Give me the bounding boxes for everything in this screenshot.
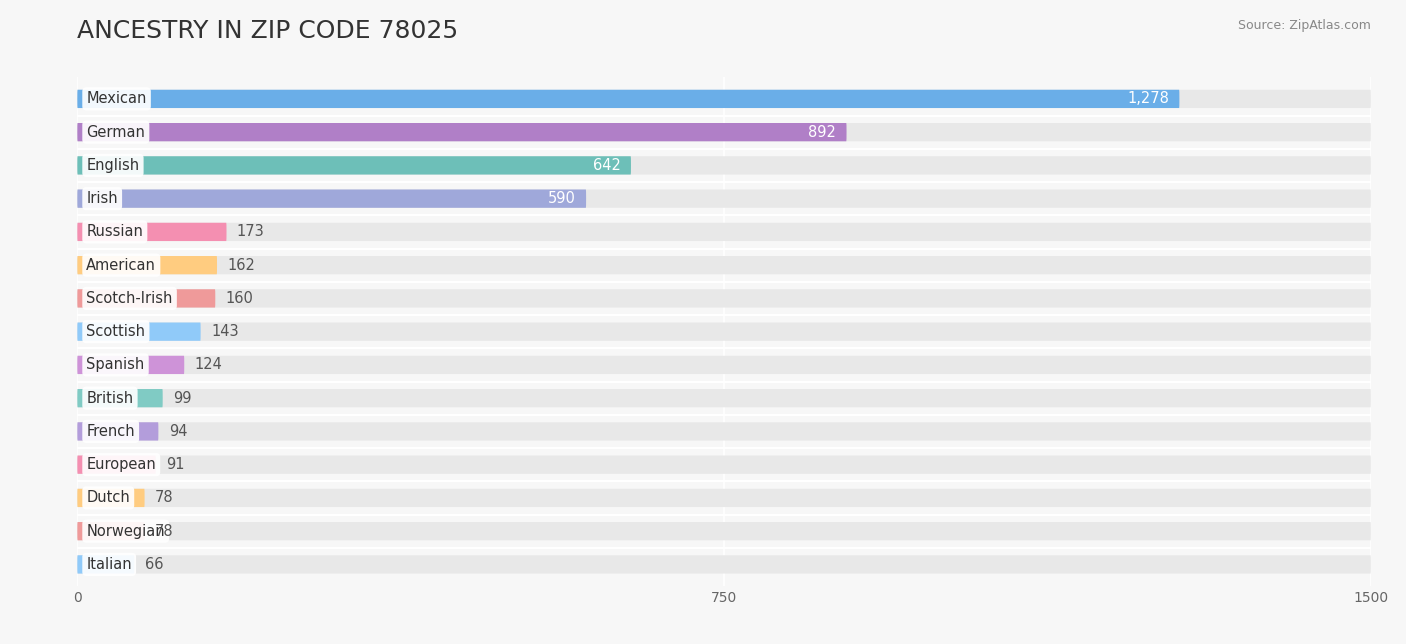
FancyBboxPatch shape — [77, 422, 159, 440]
FancyBboxPatch shape — [77, 156, 1371, 175]
FancyBboxPatch shape — [77, 522, 1371, 540]
Text: 590: 590 — [548, 191, 576, 206]
FancyBboxPatch shape — [77, 355, 1371, 374]
FancyBboxPatch shape — [77, 389, 1371, 407]
FancyBboxPatch shape — [77, 156, 631, 175]
FancyBboxPatch shape — [77, 123, 846, 141]
Text: 160: 160 — [225, 291, 253, 306]
Text: Norwegian: Norwegian — [86, 524, 165, 538]
FancyBboxPatch shape — [77, 323, 201, 341]
FancyBboxPatch shape — [77, 90, 1180, 108]
Text: 1,278: 1,278 — [1128, 91, 1168, 106]
Text: 99: 99 — [173, 391, 191, 406]
FancyBboxPatch shape — [77, 355, 184, 374]
Text: German: German — [86, 125, 145, 140]
Text: Mexican: Mexican — [86, 91, 146, 106]
Text: British: British — [86, 391, 134, 406]
FancyBboxPatch shape — [77, 422, 1371, 440]
FancyBboxPatch shape — [77, 522, 145, 540]
FancyBboxPatch shape — [77, 455, 1371, 474]
FancyBboxPatch shape — [77, 189, 1371, 208]
Text: Irish: Irish — [86, 191, 118, 206]
Text: 173: 173 — [236, 224, 264, 240]
Text: Scottish: Scottish — [86, 324, 145, 339]
Text: Spanish: Spanish — [86, 357, 145, 372]
Text: Dutch: Dutch — [86, 491, 131, 506]
FancyBboxPatch shape — [77, 90, 1371, 108]
FancyBboxPatch shape — [77, 223, 226, 241]
Text: 91: 91 — [166, 457, 184, 472]
Text: 124: 124 — [194, 357, 222, 372]
Text: Source: ZipAtlas.com: Source: ZipAtlas.com — [1237, 19, 1371, 32]
FancyBboxPatch shape — [77, 256, 1371, 274]
Text: American: American — [86, 258, 156, 272]
FancyBboxPatch shape — [77, 389, 163, 407]
FancyBboxPatch shape — [77, 555, 1371, 574]
Text: 66: 66 — [145, 557, 163, 572]
Text: European: European — [86, 457, 156, 472]
FancyBboxPatch shape — [77, 555, 134, 574]
Text: Scotch-Irish: Scotch-Irish — [86, 291, 173, 306]
FancyBboxPatch shape — [77, 289, 1371, 308]
FancyBboxPatch shape — [77, 489, 1371, 507]
Text: 162: 162 — [228, 258, 256, 272]
Text: 78: 78 — [155, 524, 173, 538]
Text: 143: 143 — [211, 324, 239, 339]
Text: English: English — [86, 158, 139, 173]
Text: French: French — [86, 424, 135, 439]
FancyBboxPatch shape — [77, 256, 217, 274]
Text: 78: 78 — [155, 491, 173, 506]
Text: 892: 892 — [808, 125, 837, 140]
FancyBboxPatch shape — [77, 489, 145, 507]
Text: 94: 94 — [169, 424, 187, 439]
FancyBboxPatch shape — [77, 123, 1371, 141]
FancyBboxPatch shape — [77, 223, 1371, 241]
Text: ANCESTRY IN ZIP CODE 78025: ANCESTRY IN ZIP CODE 78025 — [77, 19, 458, 43]
FancyBboxPatch shape — [77, 289, 215, 308]
Text: Russian: Russian — [86, 224, 143, 240]
FancyBboxPatch shape — [77, 455, 156, 474]
FancyBboxPatch shape — [77, 189, 586, 208]
FancyBboxPatch shape — [77, 323, 1371, 341]
Text: 642: 642 — [593, 158, 620, 173]
Text: Italian: Italian — [86, 557, 132, 572]
